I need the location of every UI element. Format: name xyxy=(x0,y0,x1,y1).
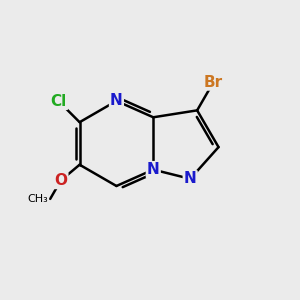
Text: CH₃: CH₃ xyxy=(28,194,49,204)
Text: N: N xyxy=(147,162,160,177)
Text: N: N xyxy=(184,171,197,186)
Text: Br: Br xyxy=(204,74,223,89)
Text: N: N xyxy=(110,93,123,108)
Text: O: O xyxy=(54,173,67,188)
Text: Cl: Cl xyxy=(51,94,67,109)
